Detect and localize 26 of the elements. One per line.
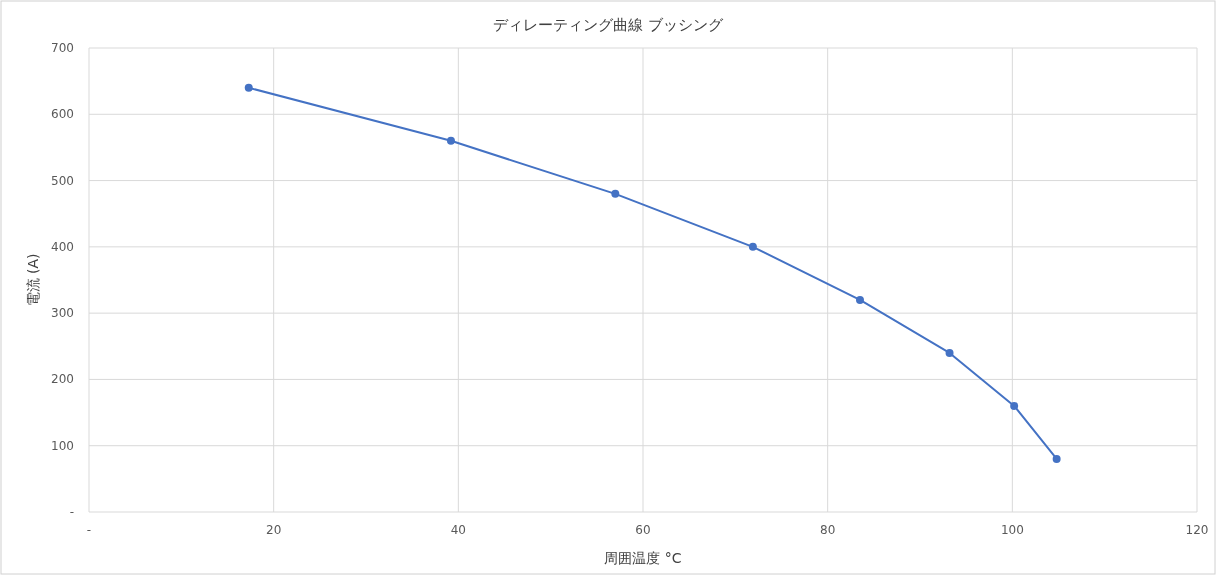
point <box>945 348 954 357</box>
y-tick-label: - <box>69 505 74 519</box>
y-tick-label: 700 <box>51 41 74 55</box>
x-tick-label: 100 <box>1000 523 1024 537</box>
point <box>855 295 864 304</box>
chart-title: ディレーティング曲線 ブッシング <box>493 16 724 34</box>
x-tick-label: 20 <box>266 523 282 537</box>
y-tick-label: 300 <box>51 306 74 321</box>
x-tick-label: 80 <box>820 523 836 537</box>
x-tick-label: - <box>86 523 92 537</box>
x-tick-label: 60 <box>635 523 651 537</box>
y-axis-title: 電流 (A) <box>25 253 41 307</box>
y-tick-label: 600 <box>51 107 74 122</box>
point <box>748 242 757 251</box>
point <box>244 83 253 92</box>
point <box>611 189 620 198</box>
y-tick-label: 500 <box>51 173 74 188</box>
y-tick-label: 100 <box>51 438 74 453</box>
y-tick-label: 400 <box>51 239 74 254</box>
point <box>1052 454 1061 463</box>
x-axis-title: 周囲温度 °C <box>604 550 682 566</box>
point <box>1010 401 1019 410</box>
y-tick-label: 200 <box>51 372 74 387</box>
x-tick-label: 120 <box>1185 523 1209 537</box>
x-tick-label: 40 <box>450 523 466 537</box>
point <box>446 136 455 145</box>
